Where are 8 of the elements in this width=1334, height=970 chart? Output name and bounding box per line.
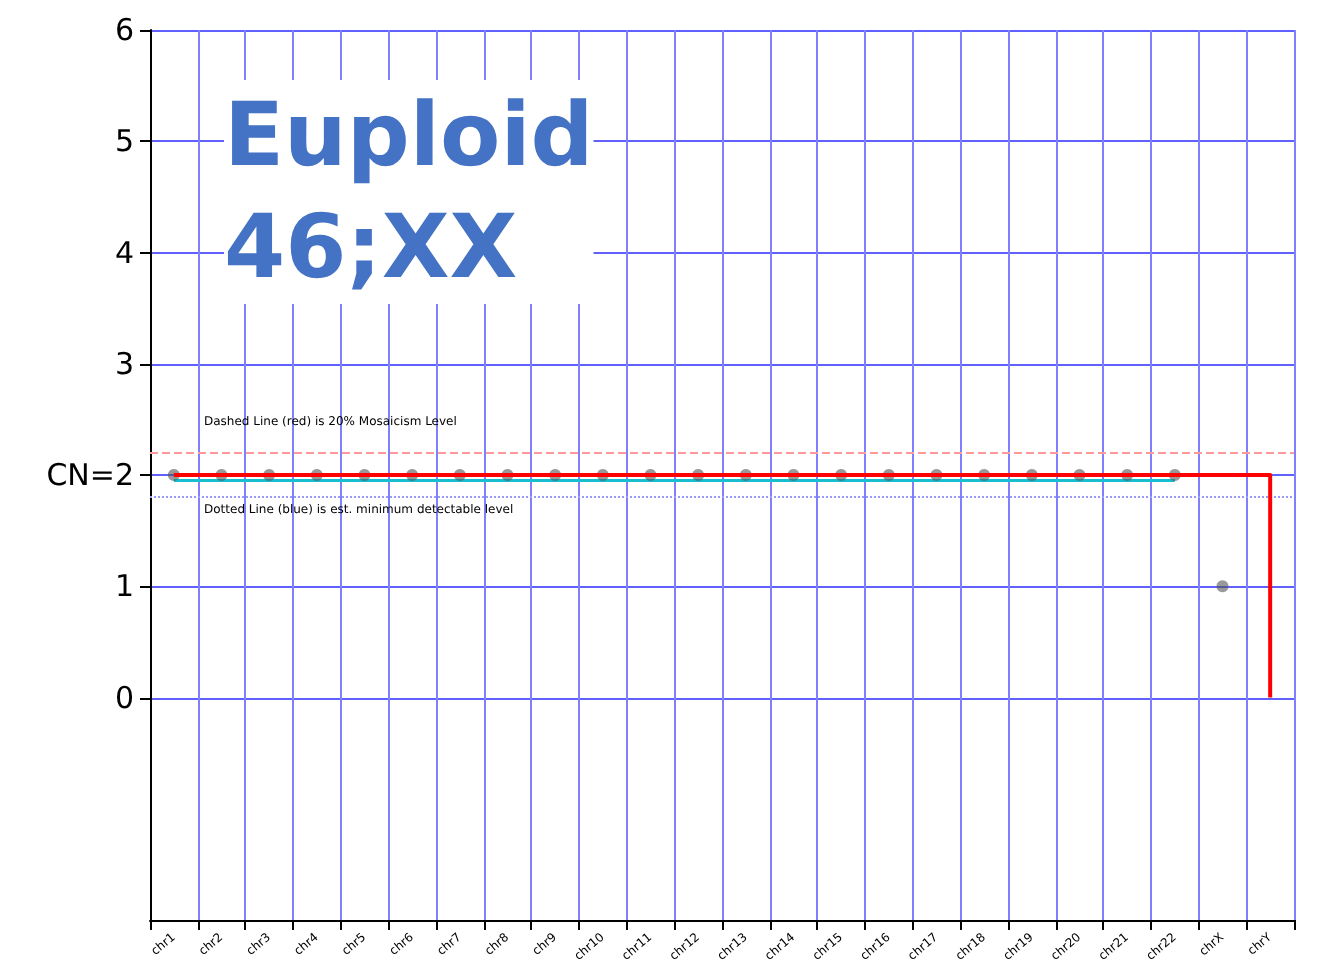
y-tick-label: 1 bbox=[114, 568, 134, 605]
y-tick-label: CN=2 bbox=[46, 457, 134, 493]
annotation: Euploid 46;XX bbox=[224, 85, 594, 299]
y-tick-label: 3 bbox=[114, 345, 134, 382]
y-tick-label: 4 bbox=[114, 234, 134, 271]
y-tick-label: 6 bbox=[114, 12, 134, 48]
y-tick-label: 0 bbox=[114, 679, 134, 716]
y-tick-label: 5 bbox=[114, 123, 134, 160]
